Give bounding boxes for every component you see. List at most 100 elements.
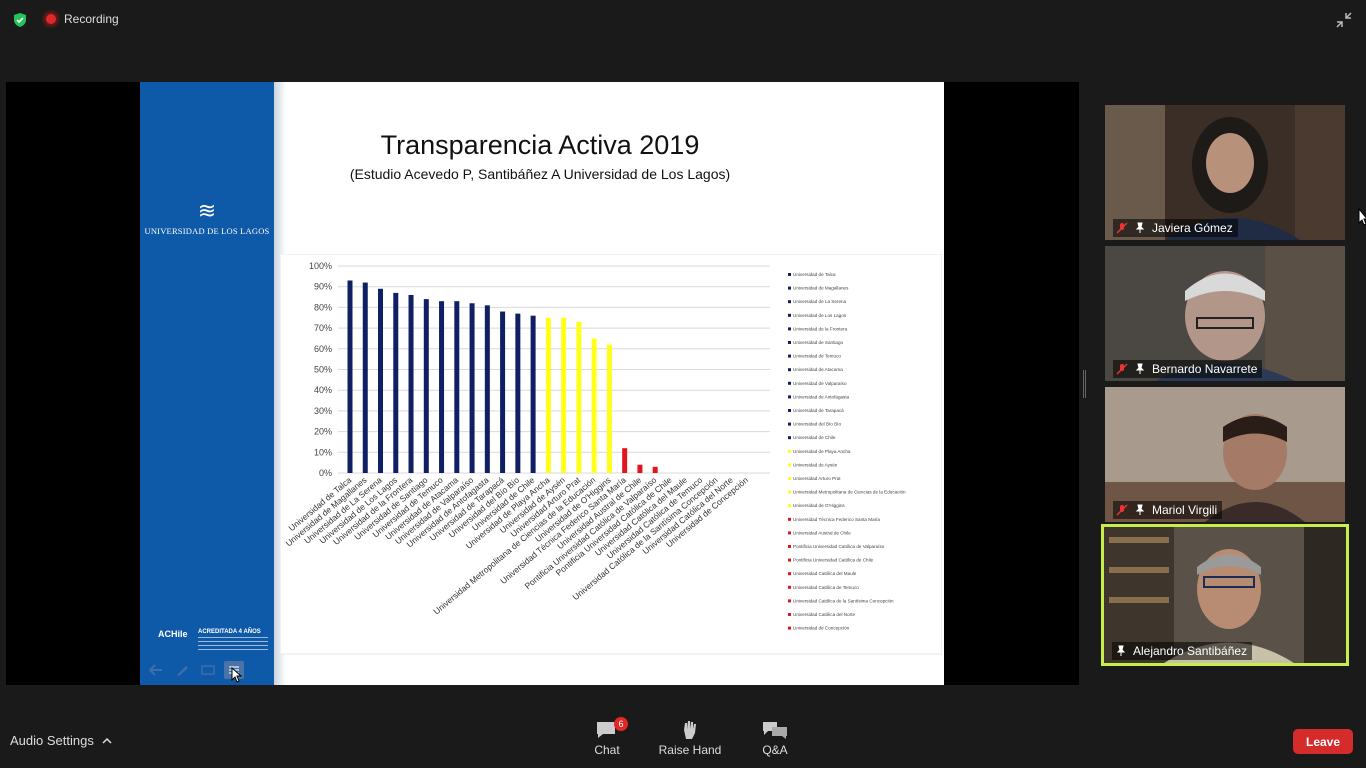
participant-name: Bernardo Navarrete <box>1152 362 1258 376</box>
mouse-cursor-icon <box>231 667 243 683</box>
participant-name-tag: Bernardo Navarrete <box>1113 360 1263 378</box>
legend-entry: Universidad Técnica Federico Santa María <box>793 517 880 522</box>
legend-entry: Universidad de La Serena <box>793 299 847 304</box>
bar <box>545 317 551 473</box>
raise-hand-label: Raise Hand <box>658 743 722 757</box>
legend-entry: Universidad de Concepción <box>793 626 850 631</box>
y-tick-label: 10% <box>314 447 332 457</box>
mouse-cursor-icon <box>1358 208 1366 226</box>
chevron-up-icon <box>102 737 112 744</box>
recording-dot-icon <box>44 12 58 26</box>
participant-name: Javiera Gómez <box>1152 221 1233 235</box>
panel-resize-handle[interactable] <box>1083 370 1086 398</box>
bar <box>561 317 567 473</box>
qa-button[interactable]: Q&A <box>740 720 810 757</box>
participant-tile[interactable]: Bernardo Navarrete <box>1105 246 1345 381</box>
legend-entry: Universidad Católica de la Santísima Con… <box>793 598 894 603</box>
legend-swatch <box>788 273 791 276</box>
participant-name: Alejandro Santibáñez <box>1133 644 1248 658</box>
participant-name: Mariol Virgili <box>1152 503 1218 517</box>
legend-swatch <box>788 463 791 467</box>
slide-back-arrow-icon[interactable] <box>146 661 166 679</box>
legend-entry: Pontificia Universidad Católica de Chile <box>793 558 874 563</box>
bar <box>484 305 490 473</box>
legend-entry: Universidad de Talca <box>793 272 836 277</box>
bar <box>454 301 460 473</box>
bar <box>606 344 612 473</box>
participant-name-tag: Alejandro Santibáñez <box>1112 642 1253 660</box>
legend-swatch <box>788 436 791 440</box>
bar <box>576 321 582 473</box>
legend-entry: Universidad de Aysén <box>793 462 838 467</box>
legend-swatch <box>788 381 791 385</box>
bar <box>378 288 384 473</box>
security-shield-icon[interactable] <box>12 12 28 28</box>
bar <box>530 315 536 473</box>
legend-entry: Universidad del Bío Bío <box>793 422 841 427</box>
legend-swatch <box>788 531 791 535</box>
legend-entry: Universidad Católica de Temuco <box>793 585 859 590</box>
legend-entry: Universidad Católica del Maule <box>793 571 857 576</box>
muted-mic-icon <box>1116 504 1128 516</box>
legend-entry: Universidad de O'Higgins <box>793 503 845 508</box>
pin-icon <box>1135 363 1145 374</box>
legend-entry: Universidad Arturo Prat <box>793 476 841 481</box>
legend-entry: Universidad Austral de Chile <box>793 530 851 535</box>
university-logo: ≋ UNIVERSIDAD DE LOS LAGOS <box>140 199 274 237</box>
y-tick-label: 50% <box>314 365 332 375</box>
raise-hand-icon <box>684 721 696 739</box>
legend-entry: Universidad de Santiago <box>793 340 843 345</box>
y-tick-label: 20% <box>314 427 332 437</box>
raise-hand-button[interactable]: Raise Hand <box>655 720 725 757</box>
pin-icon <box>1135 222 1145 233</box>
legend-swatch <box>788 558 791 562</box>
leave-button[interactable]: Leave <box>1293 729 1353 754</box>
legend-entry: Universidad de la Frontera <box>793 326 848 331</box>
legend-swatch <box>788 572 791 576</box>
audio-settings-button[interactable]: Audio Settings <box>10 733 112 748</box>
qa-label: Q&A <box>762 743 788 757</box>
legend-entry: Universidad de Chile <box>793 435 836 440</box>
participant-tile[interactable]: Javiera Gómez <box>1105 105 1345 240</box>
legend-swatch <box>788 422 791 426</box>
legend-entry: Universidad de Los Lagos <box>793 313 847 318</box>
legend-swatch <box>788 545 791 548</box>
y-tick-label: 100% <box>309 261 332 271</box>
legend-swatch <box>788 286 791 290</box>
legend-entry: Universidad de Temuco <box>793 354 841 359</box>
university-mark-icon: ≋ <box>197 199 217 224</box>
legend-swatch <box>788 517 791 521</box>
legend-entry: Universidad de Tarapacá <box>793 408 844 413</box>
legend-swatch <box>788 368 791 372</box>
participant-name-tag: Mariol Virgili <box>1113 501 1223 519</box>
legend-swatch <box>788 341 791 344</box>
bar <box>637 464 643 473</box>
legend-entry: Universidad de Valparaíso <box>793 381 847 386</box>
legend-swatch <box>788 327 791 331</box>
participant-tile-active-speaker[interactable]: Alejandro Santibáñez <box>1101 524 1349 666</box>
accreditation-title: ACREDITADA 4 AÑOS <box>198 629 261 635</box>
legend-swatch <box>788 409 791 412</box>
exit-fullscreen-icon[interactable] <box>1334 10 1354 30</box>
recording-indicator[interactable]: Recording <box>44 12 119 26</box>
slide-sidebar: ≋ UNIVERSIDAD DE LOS LAGOS ACHile ACREDI… <box>140 82 274 685</box>
slide-view-icon[interactable] <box>198 661 218 679</box>
muted-mic-icon <box>1116 222 1128 234</box>
participant-tile[interactable]: Mariol Virgili <box>1105 387 1345 522</box>
pin-icon <box>1135 504 1145 515</box>
chat-unread-badge: 6 <box>614 717 628 731</box>
legend-swatch <box>788 300 791 304</box>
legend-swatch <box>788 449 791 453</box>
accreditation-block: ACHile ACREDITADA 4 AÑOS <box>158 629 268 659</box>
bar-chart: 0% 10% 20% 30% 40% 50% 60% 70% 80% 90% 100% Univers… <box>280 254 942 655</box>
university-name: UNIVERSIDAD DE LOS LAGOS <box>144 226 270 236</box>
bar <box>439 301 445 473</box>
top-bar: Recording <box>0 0 1366 40</box>
legend-swatch <box>788 395 791 399</box>
chat-button[interactable]: 6 Chat <box>572 717 642 757</box>
pin-icon <box>1116 645 1126 656</box>
slide-pen-icon[interactable] <box>172 661 192 679</box>
chat-label: Chat <box>594 743 620 757</box>
accreditation-logo: ACHile <box>158 629 188 639</box>
legend-swatch <box>788 599 791 603</box>
